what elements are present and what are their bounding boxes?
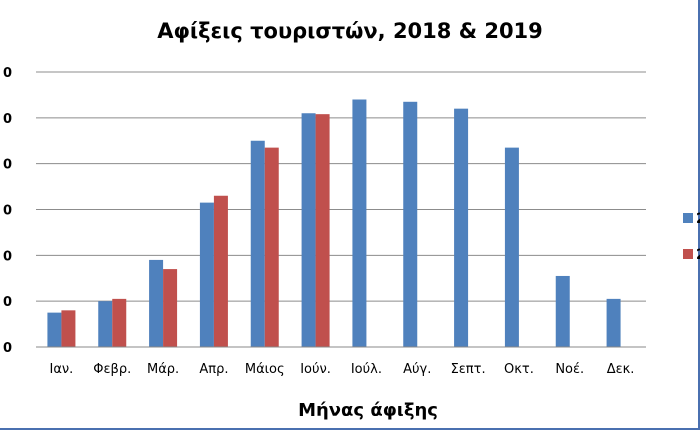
- bar-series-2-3: [163, 269, 178, 347]
- bar-series-1-7: [352, 99, 367, 347]
- bar-series-2-1: [61, 310, 76, 347]
- x-tick-label: Φεβρ.: [93, 362, 131, 377]
- y-tick-label: 0: [3, 66, 12, 81]
- bar-series-2-5: [264, 147, 279, 347]
- bar-series-1-3: [149, 259, 164, 347]
- x-axis-ticks: Ιαν. Φεβρ. Μάρ. Απρ. Μάιος Ιούν. Ιούλ. Αύγ. Σεπτ…: [50, 362, 635, 377]
- bar-series-1-1: [47, 312, 62, 347]
- y-axis-ticks: 0 0 0 0 0 0 0: [3, 66, 12, 356]
- bar-series-1-5: [250, 140, 265, 347]
- bar-series-1-11: [555, 275, 570, 347]
- bar-series-1-4: [199, 202, 214, 347]
- y-tick-label: 0: [3, 158, 12, 173]
- x-tick-label: Ιούν.: [300, 362, 331, 377]
- bar-series-1-9: [454, 108, 469, 348]
- legend-label: 2: [696, 211, 700, 227]
- chart-title: Αφίξεις τουριστών, 2018 & 2019: [157, 19, 543, 43]
- y-tick-label: 0: [3, 112, 12, 127]
- bar-series-1-12: [606, 298, 621, 347]
- x-tick-label: Ιαν.: [50, 362, 74, 377]
- legend: 22: [683, 211, 700, 263]
- y-tick-label: 0: [3, 204, 12, 219]
- bar-series-1-8: [403, 101, 418, 348]
- bar-series-1-2: [98, 301, 113, 347]
- y-tick-label: 0: [3, 249, 12, 264]
- bar-series-2-2: [112, 298, 127, 347]
- legend-swatch: [683, 213, 693, 223]
- x-tick-label: Οκτ.: [504, 362, 534, 377]
- bar-series-2-4: [213, 195, 228, 347]
- x-tick-label: Δεκ.: [607, 362, 635, 377]
- bar-series-2-6: [315, 114, 330, 348]
- x-tick-label: Αύγ.: [403, 362, 431, 377]
- bar-series-1-6: [301, 113, 316, 347]
- y-tick-label: 0: [3, 341, 12, 356]
- x-tick-label: Σεπτ.: [451, 362, 486, 377]
- x-axis-label: Μήνας άφιξης: [298, 400, 438, 421]
- bar-series-1-10: [504, 147, 519, 347]
- legend-label: 2: [696, 247, 700, 263]
- gridlines: [36, 71, 646, 302]
- x-tick-label: Μάιος: [245, 362, 285, 377]
- y-tick-label: 0: [3, 295, 12, 310]
- bars: [47, 99, 621, 348]
- legend-swatch: [683, 249, 693, 259]
- x-tick-label: Μάρ.: [147, 362, 179, 377]
- x-tick-label: Νοέ.: [555, 362, 584, 377]
- x-tick-label: Ιούλ.: [351, 362, 382, 377]
- x-tick-label: Απρ.: [199, 362, 228, 377]
